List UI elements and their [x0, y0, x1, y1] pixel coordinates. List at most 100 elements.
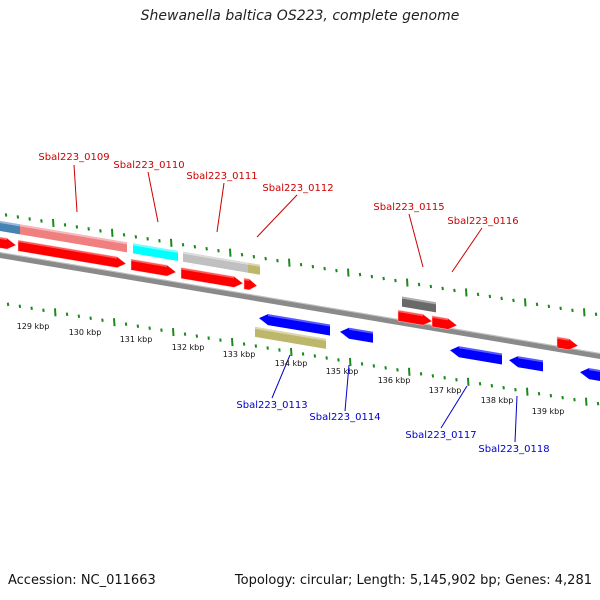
reverse-tick — [195, 334, 199, 338]
reverse-tick — [514, 387, 517, 392]
gene-label-reverse: Sbal223_0113 — [236, 400, 307, 411]
reverse-tick — [160, 328, 163, 332]
gene-bar-prev-shine — [0, 220, 20, 227]
forward-tick — [429, 284, 433, 289]
cds-arrow-0115 — [397, 309, 433, 326]
reverse-tick — [596, 401, 600, 406]
cds-arrow-0115-shine — [398, 309, 423, 317]
gene-label-forward: Sbal223_0115 — [373, 202, 444, 213]
reverse-tick — [337, 358, 340, 362]
cds-arrow-0113 — [259, 314, 330, 336]
cds-arrow-0117 — [450, 346, 502, 365]
leader-line — [451, 227, 483, 273]
forward-tick — [500, 296, 503, 301]
reverse-tick — [183, 332, 187, 336]
forward-tick — [28, 217, 31, 221]
leader-line — [408, 213, 424, 268]
leader-line — [73, 164, 78, 213]
cds-arrow-0116 — [431, 315, 458, 330]
reverse-tick — [54, 308, 57, 317]
cds-arrow-0110 — [130, 258, 177, 277]
cds-arrow-0110-shine — [131, 259, 167, 268]
cds-arrow-0114-shine — [349, 327, 373, 334]
cds-arrow-prev-shine — [0, 236, 7, 241]
forward-tick — [252, 254, 256, 259]
cds-arrow-0112 — [243, 277, 258, 291]
gene-label-reverse: Sbal223_0118 — [478, 444, 549, 455]
reverse-tick — [113, 318, 116, 327]
forward-tick — [99, 229, 102, 233]
reverse-tick — [42, 308, 45, 313]
reverse-tick — [77, 314, 81, 318]
cds-arrow-0109 — [17, 239, 127, 268]
reverse-tick — [349, 357, 352, 366]
leader-line — [344, 364, 350, 412]
forward-tick — [299, 262, 303, 267]
reverse-tick — [231, 337, 234, 347]
forward-tick — [535, 302, 539, 307]
forward-tick — [146, 237, 149, 241]
forward-tick — [40, 219, 43, 223]
accession-text: Accession: NC_011663 — [8, 573, 156, 588]
tick-marks — [4, 213, 600, 406]
forward-tick — [111, 228, 114, 237]
scale-label-kbp: 131 kbp — [120, 335, 153, 344]
forward-tick — [453, 288, 456, 293]
reverse-tick — [561, 395, 564, 400]
gene-bar-0113-shine — [255, 326, 326, 341]
reverse-tick — [443, 376, 446, 380]
forward-tick — [288, 258, 291, 267]
reverse-tick — [396, 368, 399, 372]
reverse-tick — [502, 385, 505, 390]
reverse-tick — [313, 354, 317, 358]
cds-arrow-0112-shine — [244, 278, 250, 281]
reverse-tick — [30, 306, 33, 311]
gene-bar-0110 — [133, 243, 178, 261]
gene-bar-0115-shine — [402, 296, 436, 305]
gene-bar-0111 — [183, 251, 248, 273]
cds-arrow-0117-shine — [459, 346, 502, 356]
cds-arrow-0111-shine — [181, 267, 234, 279]
reverse-tick — [573, 397, 576, 402]
gene-bar-0113 — [255, 326, 326, 349]
reverse-tick — [242, 342, 246, 346]
gene-bar-0115 — [402, 296, 436, 313]
forward-tick — [75, 225, 79, 229]
cds-arrow-0109-shine — [18, 240, 117, 259]
feature-blocks — [0, 220, 600, 382]
scale-label-kbp: 129 kbp — [17, 322, 50, 331]
reverse-tick — [89, 316, 92, 320]
gene-bar-0109-shine — [20, 224, 127, 245]
forward-tick — [16, 215, 20, 219]
reverse-tick — [419, 372, 423, 376]
reverse-tick — [384, 366, 387, 370]
cds-arrow-0113-shine — [268, 314, 330, 327]
reverse-tick — [101, 318, 104, 322]
forward-tick — [382, 276, 385, 281]
cds-arrow-0118-shine — [518, 356, 543, 363]
forward-tick — [441, 286, 444, 291]
reverse-tick — [549, 393, 553, 398]
gene-label-forward: Sbal223_0109 — [38, 152, 109, 163]
forward-tick — [122, 233, 126, 237]
forward-tick — [559, 306, 562, 311]
scale-label-kbp: 139 kbp — [532, 407, 565, 416]
forward-tick — [465, 288, 468, 297]
reverse-tick — [325, 356, 328, 360]
cds-arrow-next-shine — [557, 336, 569, 341]
forward-tick — [571, 308, 574, 313]
cds-arrow-next-rev — [580, 368, 600, 382]
forward-tick — [52, 218, 55, 227]
forward-tick — [323, 266, 326, 271]
forward-tick — [524, 298, 527, 307]
gene-label-reverse: Sbal223_0114 — [309, 412, 380, 423]
reverse-tick — [467, 377, 470, 386]
cds-arrow-0116-shine — [432, 315, 448, 321]
gene-label-forward: Sbal223_0112 — [262, 183, 333, 194]
gene-label-forward: Sbal223_0111 — [186, 171, 257, 182]
gene-bar-0112-shine — [248, 262, 260, 267]
backbone-highlight — [0, 252, 600, 354]
forward-tick — [394, 278, 397, 283]
